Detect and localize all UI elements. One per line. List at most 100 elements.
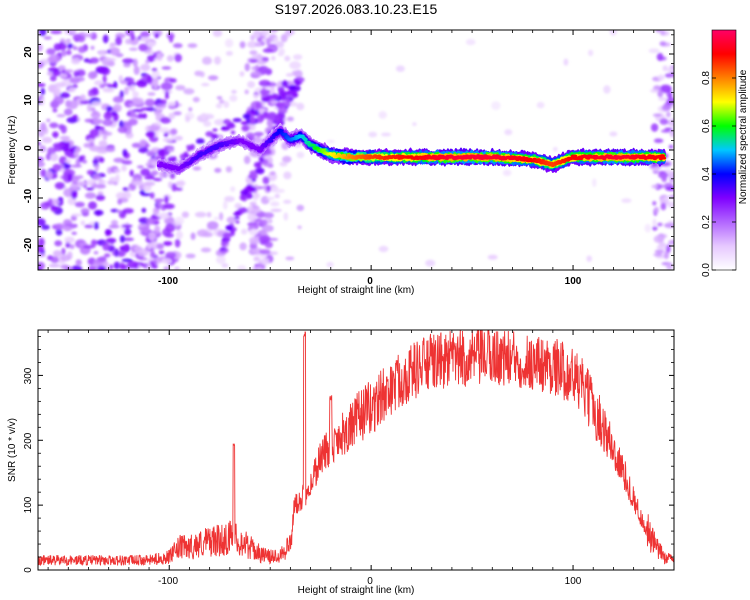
heatmap-blob-branch [233, 212, 242, 216]
heatmap-blob [53, 145, 63, 152]
heatmap-blob [40, 202, 50, 210]
heatmap-blob-branch [255, 102, 261, 108]
heatmap-blob [609, 131, 618, 137]
heatmap-blob [114, 169, 121, 173]
heatmap-blob [50, 256, 59, 264]
heatmap-blob-branch [225, 224, 233, 231]
heatmap-blob [644, 223, 651, 233]
heatmap-blob [75, 259, 82, 266]
heatmap-blob [63, 108, 73, 116]
heatmap-blob [185, 253, 196, 259]
heatmap-blob-branch [281, 80, 289, 88]
heatmap-blob [78, 46, 86, 54]
heatmap-blob-branch [235, 220, 240, 224]
heatmap-blob [38, 267, 43, 270]
heatmap-blob [655, 30, 662, 33]
heatmap-blob [69, 244, 75, 250]
heatmap-blob [111, 219, 118, 226]
heatmap-blob [50, 30, 62, 35]
heatmap-blob [105, 147, 116, 153]
heatmap-blob [67, 173, 73, 182]
heatmap-blob [378, 111, 387, 119]
heatmap-blob-branch [230, 229, 235, 233]
heatmap-blob [83, 58, 90, 63]
snr-series-line [38, 330, 674, 566]
heatmap-blob [147, 165, 156, 169]
colorbar-frame [711, 29, 737, 271]
heatmap-blob [289, 101, 298, 107]
heatmap-blob-branch [251, 178, 256, 182]
heatmap-blob [89, 141, 95, 147]
heatmap-blob [163, 203, 175, 210]
heatmap-blob [652, 166, 660, 172]
heatmap-blob [502, 169, 512, 176]
heatmap-blob [38, 237, 45, 247]
heatmap-blob [63, 161, 69, 170]
heatmap-blob [254, 64, 260, 72]
heatmap-blob [121, 224, 133, 228]
heatmap-blob [68, 87, 76, 93]
top-ytick-label-neg10: -10 [23, 188, 34, 203]
heatmap-blob [661, 104, 671, 112]
heatmap-blob [185, 115, 191, 123]
heatmap-blob-branch [234, 216, 240, 220]
heatmap-blob [94, 80, 103, 86]
heatmap-blob [296, 102, 305, 111]
heatmap-blob [256, 133, 262, 138]
heatmap-blob [249, 224, 256, 230]
heatmap-blob [109, 42, 117, 47]
heatmap-blob [148, 231, 156, 241]
heatmap-blob [225, 51, 233, 56]
heatmap-blob [274, 193, 280, 199]
heatmap-blob [105, 237, 117, 244]
heatmap-blob [264, 241, 273, 249]
heatmap-blob [163, 241, 173, 246]
heatmap-blob [244, 89, 249, 95]
heatmap-blob [252, 31, 261, 39]
heatmap-blob [666, 262, 673, 270]
ridge-mark-4 [661, 156, 667, 160]
top-xtick-label-0: 0 [367, 276, 373, 287]
heatmap-blob-branch [219, 247, 227, 251]
heatmap-blob [662, 65, 668, 72]
heatmap-blob [157, 200, 162, 208]
heatmap-blob-branch [185, 144, 195, 148]
heatmap-blob-branch [240, 189, 249, 196]
heatmap-blob [71, 265, 83, 270]
heatmap-blob [122, 187, 129, 192]
heatmap-blob [175, 230, 183, 240]
heatmap-blob [266, 185, 271, 192]
heatmap-blob [285, 30, 295, 36]
heatmap-blob [158, 212, 170, 220]
heatmap-blob [241, 228, 248, 235]
heatmap-blob [660, 202, 667, 211]
heatmap-blob [86, 169, 94, 176]
heatmap-blob [657, 74, 665, 81]
heatmap-blob [183, 88, 195, 95]
heatmap-blob [164, 195, 169, 204]
heatmap-blob [284, 55, 291, 62]
heatmap-blob-branch [271, 93, 279, 100]
heatmap-blob [106, 60, 115, 67]
heatmap-blob [69, 30, 77, 33]
heatmap-blob [39, 145, 47, 153]
heatmap-blob [152, 207, 160, 216]
bottom-y-ticks [38, 336, 674, 571]
ridge-mark-4 [321, 148, 326, 152]
heatmap-blob [249, 243, 258, 250]
heatmap-blob [215, 103, 223, 109]
heatmap-blob [206, 211, 212, 218]
top-y-axis-label: Frequency (Hz) [7, 116, 18, 185]
heatmap-blob [54, 87, 61, 96]
heatmap-blob [286, 116, 294, 122]
heatmap-blob [140, 63, 151, 72]
heatmap-blob-branch [221, 242, 227, 247]
heatmap-blob [40, 169, 47, 177]
heatmap-blob [95, 194, 106, 201]
heatmap-blob [250, 208, 262, 213]
heatmap-blob [117, 126, 128, 134]
top-x-ticks [47, 30, 675, 270]
heatmap-blob [219, 212, 224, 221]
heatmap-blob [98, 257, 107, 263]
heatmap-blob [239, 71, 245, 77]
